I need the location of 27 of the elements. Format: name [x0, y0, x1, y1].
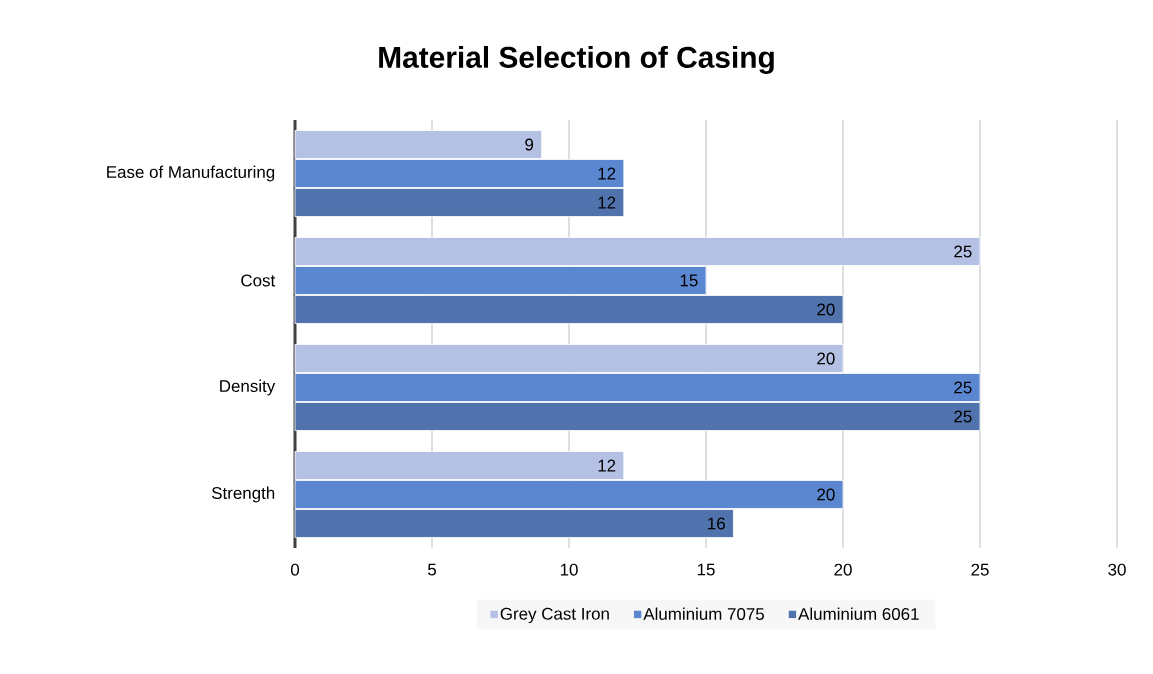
- data-label: 9: [525, 138, 534, 151]
- y-tick-label: Cost: [241, 274, 276, 287]
- legend-label: Aluminium 7075: [643, 607, 764, 620]
- data-label: 20: [817, 488, 835, 501]
- y-tick-label: Density: [220, 379, 276, 396]
- y-tick-label: Strength: [211, 486, 275, 503]
- x-tick-label: 25: [971, 563, 989, 576]
- data-label: 15: [680, 274, 698, 287]
- data-label: 25: [954, 245, 972, 258]
- x-tick-label: 30: [1108, 563, 1126, 576]
- data-label: 20: [817, 303, 835, 316]
- chart-title: Material Selection of Casing: [379, 45, 774, 74]
- data-label: 12: [598, 459, 616, 472]
- data-label: 12: [598, 167, 616, 180]
- data-label: 20: [817, 352, 835, 365]
- legend-label: Grey Cast Iron: [500, 607, 609, 624]
- y-tick-label: Ease of Manufacturing: [107, 165, 275, 182]
- legend-label: Aluminium 6061: [798, 607, 919, 620]
- x-tick-label: 5: [427, 563, 436, 576]
- data-label: 25: [954, 410, 972, 423]
- data-label: 16: [708, 517, 725, 530]
- x-tick-label: 10: [560, 563, 578, 576]
- x-tick-label: 0: [290, 563, 300, 576]
- data-label: 25: [954, 381, 972, 394]
- x-tick-label: 20: [834, 563, 852, 576]
- x-tick-label: 15: [697, 563, 715, 576]
- data-label: 12: [598, 196, 616, 209]
